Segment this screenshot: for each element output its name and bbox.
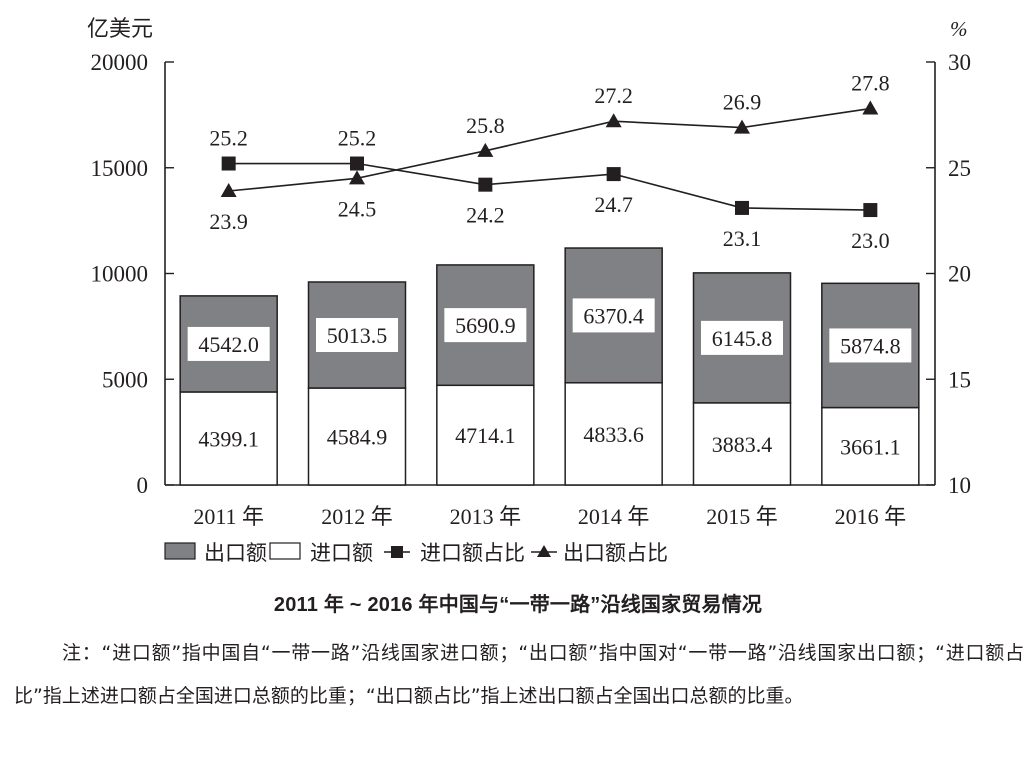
export-label-box — [572, 298, 655, 333]
import-share-marker — [478, 177, 493, 192]
legend-import-label: 进口额 — [310, 541, 373, 565]
right-axis-tick-label: 25 — [948, 156, 971, 181]
import-share-marker — [606, 167, 621, 182]
trade-chart: 0 5000 10000 15000 20000 10 15 20 25 30 亿美元 % 2011 年… — [87, 17, 971, 565]
import-share-label: 24.2 — [466, 203, 505, 228]
export-share-marker — [349, 170, 365, 185]
legend-export-swatch — [164, 542, 196, 560]
export-share-label: 27.8 — [851, 71, 890, 96]
export-bar-label: 4542.0 — [198, 332, 259, 357]
import-share-marker — [350, 156, 364, 171]
import-share-marker — [221, 156, 236, 171]
right-axis-tick-label: 20 — [948, 262, 971, 287]
import-share-marker — [735, 200, 749, 215]
export-share-marker — [862, 100, 879, 115]
legend-export-label: 出口额 — [204, 541, 267, 565]
export-label-box — [829, 328, 912, 363]
left-axis-tick-label: 0 — [137, 473, 149, 498]
legend-import-share-marker — [391, 546, 403, 558]
import-bar-label: 3661.1 — [840, 434, 901, 459]
export-share-label: 25.8 — [466, 113, 505, 138]
export-label-box — [316, 318, 398, 353]
export-bar-label: 6370.4 — [583, 303, 644, 328]
export-share-label: 26.9 — [723, 90, 762, 115]
import-bar — [821, 406, 920, 486]
x-axis-tick-label: 2015 年 — [706, 504, 778, 529]
export-label-box — [701, 320, 783, 355]
export-share-label: 23.9 — [209, 209, 248, 234]
export-bar-label: 5874.8 — [840, 333, 901, 358]
export-share-marker — [477, 142, 494, 157]
import-bar — [307, 387, 407, 486]
import-share-label: 23.1 — [723, 226, 762, 251]
import-bar-label: 4714.1 — [455, 423, 516, 448]
import-bar — [692, 402, 792, 486]
x-axis-tick-label: 2012 年 — [321, 504, 393, 529]
import-share-label: 25.2 — [209, 126, 248, 151]
x-axis-tick-label: 2011 年 — [193, 504, 264, 529]
export-share-marker — [220, 183, 237, 198]
import-share-label: 24.7 — [594, 192, 633, 217]
import-bar-label: 3883.4 — [712, 432, 773, 457]
right-axis-unit-label: % — [950, 17, 968, 41]
import-bar-label: 4399.1 — [198, 426, 259, 451]
export-bar-label: 6145.8 — [712, 326, 773, 351]
import-share-line — [228, 162, 871, 211]
legend-export-share-marker — [537, 545, 551, 557]
left-axis-tick-label: 10000 — [91, 262, 149, 287]
export-bar-label: 5690.9 — [455, 313, 516, 338]
left-axis-tick-label: 15000 — [91, 156, 149, 181]
import-share-label: 25.2 — [338, 126, 377, 151]
export-share-marker — [605, 113, 622, 128]
export-share-label: 24.5 — [338, 196, 377, 221]
chart-caption: 2011 年 ~ 2016 年中国与“一带一路”沿线国家贸易情况 — [273, 594, 763, 616]
legend-export-share-label: 出口额占比 — [563, 541, 668, 565]
export-label-box — [187, 326, 270, 361]
import-bar — [179, 391, 278, 486]
left-axis-tick-label: 5000 — [102, 367, 148, 392]
import-bar — [436, 384, 535, 486]
export-share-marker — [734, 119, 750, 134]
right-axis-tick-label: 15 — [948, 367, 971, 392]
export-share-line — [228, 107, 871, 192]
export-label-box — [444, 308, 527, 343]
left-axis-unit-label: 亿美元 — [87, 17, 153, 42]
right-axis-tick-label: 30 — [948, 50, 971, 75]
left-axis-tick-label: 20000 — [91, 50, 149, 75]
chart-note: 注：“进口额”指中国自“一带一路”沿线国家进口额；“出口额”指中国对“一带一路”… — [14, 642, 1024, 707]
import-bar — [564, 382, 663, 486]
export-bar-label: 5013.5 — [327, 323, 388, 348]
import-bar-label: 4584.9 — [327, 425, 388, 450]
right-axis-tick-label: 10 — [948, 473, 971, 498]
legend-import-share-label: 进口额占比 — [420, 541, 525, 565]
x-axis-tick-label: 2016 年 — [835, 504, 907, 529]
x-axis-tick-label: 2014 年 — [578, 504, 650, 529]
legend-import-swatch — [269, 542, 301, 560]
import-share-label: 23.0 — [851, 228, 890, 253]
import-bar-label: 4833.6 — [583, 422, 644, 447]
export-share-label: 27.2 — [594, 83, 633, 108]
x-axis-tick-label: 2013 年 — [450, 504, 522, 529]
import-share-marker — [863, 203, 878, 218]
